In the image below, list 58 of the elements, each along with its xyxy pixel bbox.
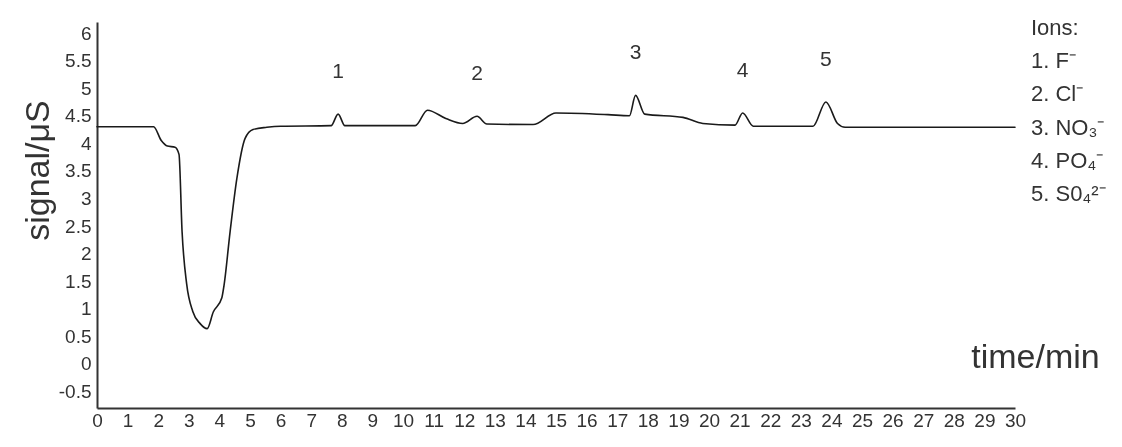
y-tick-label: 2.5	[65, 215, 92, 237]
annotation: 5	[820, 46, 832, 70]
y-tick-label: 6	[80, 22, 92, 44]
y-tick-label: 4.5	[65, 105, 92, 127]
text: 2. Cl⁻	[1031, 81, 1084, 107]
line-series	[96, 94, 1016, 330]
annotation: 1	[332, 59, 344, 83]
x-tick-label: 11	[424, 409, 444, 431]
y-tick-label: 4	[80, 132, 92, 154]
x-tick-label: 24	[821, 409, 843, 431]
y-tick-label: -0.5	[58, 380, 92, 402]
x-tick-label: 18	[637, 409, 659, 431]
x-tick-label: 1	[122, 409, 134, 431]
x-tick-label: 19	[668, 409, 690, 431]
x-tick-label: 21	[729, 409, 751, 431]
y-tick-label: 1.5	[65, 270, 92, 292]
annotation: 3	[629, 40, 642, 64]
x-tick-label: 12	[454, 409, 476, 431]
text: 4. PO₄⁻	[1031, 147, 1104, 173]
x-tick-label: 27	[913, 409, 935, 431]
annotation: 2	[471, 61, 483, 85]
x-tick-label: 8	[337, 409, 348, 431]
x-tick-label: 23	[790, 409, 812, 431]
x-tick-label: 28	[943, 409, 965, 431]
x-tick-label: 9	[367, 409, 379, 431]
x-tick-label: 16	[576, 409, 598, 431]
text: Ions:	[1031, 15, 1079, 40]
x-tick-label: 17	[607, 409, 629, 431]
x-tick-label: 7	[306, 409, 317, 431]
y-tick-label: 5.5	[65, 50, 92, 72]
x-tick-label: 6	[275, 409, 287, 431]
text: 3. NO₃⁻	[1031, 114, 1105, 140]
x-tick-label: 15	[545, 409, 568, 431]
x-tick-label: 29	[974, 409, 996, 431]
x-tick-label: 4	[214, 409, 226, 431]
x-tick-label: 3	[184, 409, 195, 431]
x-tick-label: 20	[698, 409, 721, 431]
y-tick-label: 3.5	[65, 160, 92, 182]
x-tick-label: 25	[851, 409, 874, 431]
y-tick-label: 2	[80, 243, 92, 265]
x-axis-title: time/min	[971, 336, 1100, 375]
x-tick-label: 26	[882, 409, 904, 431]
x-tick-label: 13	[484, 409, 506, 431]
y-tick-label: 0	[80, 353, 92, 375]
x-tick-label: 14	[515, 409, 537, 431]
text: 1. F⁻	[1031, 48, 1076, 74]
y-tick-label: 3	[80, 187, 92, 209]
text: 5. S0₄²⁻	[1031, 181, 1106, 206]
x-tick-label: 10	[392, 409, 415, 431]
y-tick-label: 5	[80, 77, 92, 99]
annotation: 4	[736, 57, 749, 81]
x-tick-label: 2	[153, 409, 164, 431]
y-axis-title: signal/μS	[17, 100, 56, 241]
x-tick-label: 5	[245, 409, 256, 431]
x-tick-label: 30	[1004, 409, 1027, 431]
y-tick-label: 0.5	[65, 325, 92, 347]
y-tick-label: 1	[80, 298, 92, 320]
x-tick-label: 22	[760, 409, 782, 431]
